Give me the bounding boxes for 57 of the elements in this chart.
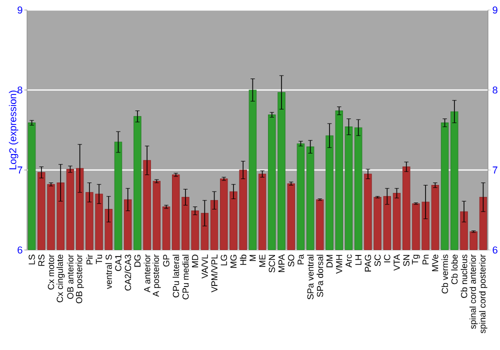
x-tick-label: VA/VL <box>201 254 208 279</box>
x-tick-label: SCN <box>268 254 276 272</box>
x-tick-label: OB posterior <box>76 254 84 304</box>
x-tick-label: CPu lateral <box>172 254 180 298</box>
y2-tick-label: 9 <box>492 6 498 14</box>
x-tick-label: spinal cord anterior <box>469 254 478 329</box>
y-axis-title: Log2 (expression) <box>8 90 18 170</box>
x-tick-label: OB anterior <box>66 254 74 299</box>
x-tick-label: ME <box>259 254 266 267</box>
x-tick-label: Cb nucleus <box>460 254 468 298</box>
x-tick-label: MPA <box>278 254 285 272</box>
x-tick-label: SPa ventral <box>307 254 314 300</box>
x-tick-label: Tu <box>96 254 102 264</box>
y-tick-label: 8 <box>18 86 22 94</box>
x-tick-label: Cb lobe <box>451 254 458 284</box>
x-tick-label: Cx motor <box>48 254 54 290</box>
x-tick-label: PAG <box>364 254 372 272</box>
y-tick-label: 7 <box>18 166 22 174</box>
x-tick-label: spinal cord posterior <box>479 254 488 334</box>
x-tick-label: LS <box>28 254 35 264</box>
x-tick-label: LH <box>355 254 362 265</box>
x-tick-label: Pir <box>86 254 93 264</box>
x-tick-label: Cb vermis <box>442 254 448 294</box>
x-tick-label: RS <box>38 254 45 266</box>
y-tick-label: 9 <box>18 6 22 14</box>
x-tick-label: ventral S <box>105 254 112 289</box>
x-tick-label: SN <box>403 254 410 266</box>
y2-tick-label: 7 <box>492 166 498 174</box>
x-tick-label: MVe <box>432 254 438 272</box>
x-tick-label: DM <box>326 254 333 268</box>
x-tick-label: Cx cingulate <box>56 254 65 302</box>
x-tick-label: A anterior <box>144 254 150 292</box>
x-tick-label: M <box>250 254 256 261</box>
x-tick-label: Tg <box>412 254 420 264</box>
x-tick-label: SPa dorsal <box>316 254 324 297</box>
y2-tick-label: 6 <box>492 246 498 254</box>
y-tick-label: 6 <box>18 246 22 254</box>
y2-tick-label: 8 <box>492 86 498 94</box>
x-tick-label: GP <box>163 254 170 267</box>
x-tick-label: CA1 <box>115 254 122 271</box>
x-tick-label: VPM/VPL <box>211 254 218 292</box>
x-tick-label: SO <box>288 254 294 267</box>
x-tick-label: MD <box>192 254 198 268</box>
x-tick-label: MG <box>230 254 237 268</box>
x-tick-label: Pa <box>298 254 304 264</box>
x-tick-label: DG <box>134 254 141 267</box>
x-tick-label: Pn <box>422 254 429 264</box>
x-tick-label: VMH <box>336 254 342 274</box>
x-tick-label: VTA <box>394 254 400 271</box>
x-tick-label: CA2/CA3 <box>124 254 132 291</box>
x-tick-label: Hb <box>240 254 246 265</box>
x-tick-label: CPu medial <box>182 254 189 300</box>
x-tick-label: Arc <box>346 254 352 268</box>
x-tick-label: SC <box>374 254 381 266</box>
x-tick-label: IC <box>384 254 390 262</box>
x-tick-label: LG <box>220 254 227 266</box>
x-tick-label: A posterior <box>152 254 161 297</box>
